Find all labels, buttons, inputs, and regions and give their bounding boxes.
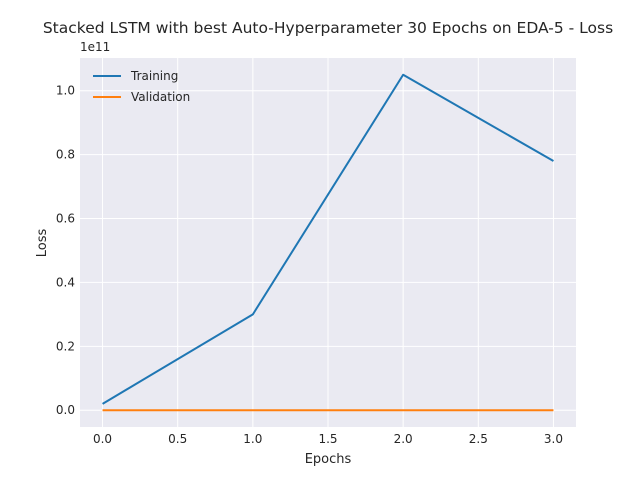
- y-tick-label: 0.2: [56, 339, 75, 353]
- x-tick-label: 0.5: [168, 432, 187, 446]
- y-axis-multiplier: 1e11: [80, 40, 110, 54]
- x-tick-label: 1.5: [318, 432, 337, 446]
- x-tick-label: 0.0: [93, 432, 112, 446]
- y-tick-label: 0.4: [56, 275, 75, 289]
- y-tick-label: 0.8: [56, 148, 75, 162]
- y-axis-label: Loss: [35, 229, 50, 258]
- legend: Training Validation: [93, 69, 190, 104]
- y-tick-label: 0.0: [56, 403, 75, 417]
- series-lines: [102, 73, 554, 412]
- x-tick-label: 2.0: [394, 432, 413, 446]
- x-tick-label: 2.5: [469, 432, 488, 446]
- legend-label-validation: Validation: [131, 90, 190, 104]
- x-axis-label: Epochs: [305, 452, 352, 467]
- y-tick-label: 0.6: [56, 212, 75, 226]
- chart-title: Stacked LSTM with best Auto-Hyperparamet…: [43, 19, 613, 37]
- series-line-training: [102, 73, 554, 405]
- y-tick-label: 1.0: [56, 84, 75, 98]
- x-tick-label: 3.0: [544, 432, 563, 446]
- tick-labels: 0.0 0.5 1.0 1.5 2.0 2.5 3.0 0.0 0.2 0.4 0.6 0.8 1.0: [56, 84, 563, 446]
- legend-label-training: Training: [130, 69, 178, 83]
- x-tick-label: 1.0: [243, 432, 262, 446]
